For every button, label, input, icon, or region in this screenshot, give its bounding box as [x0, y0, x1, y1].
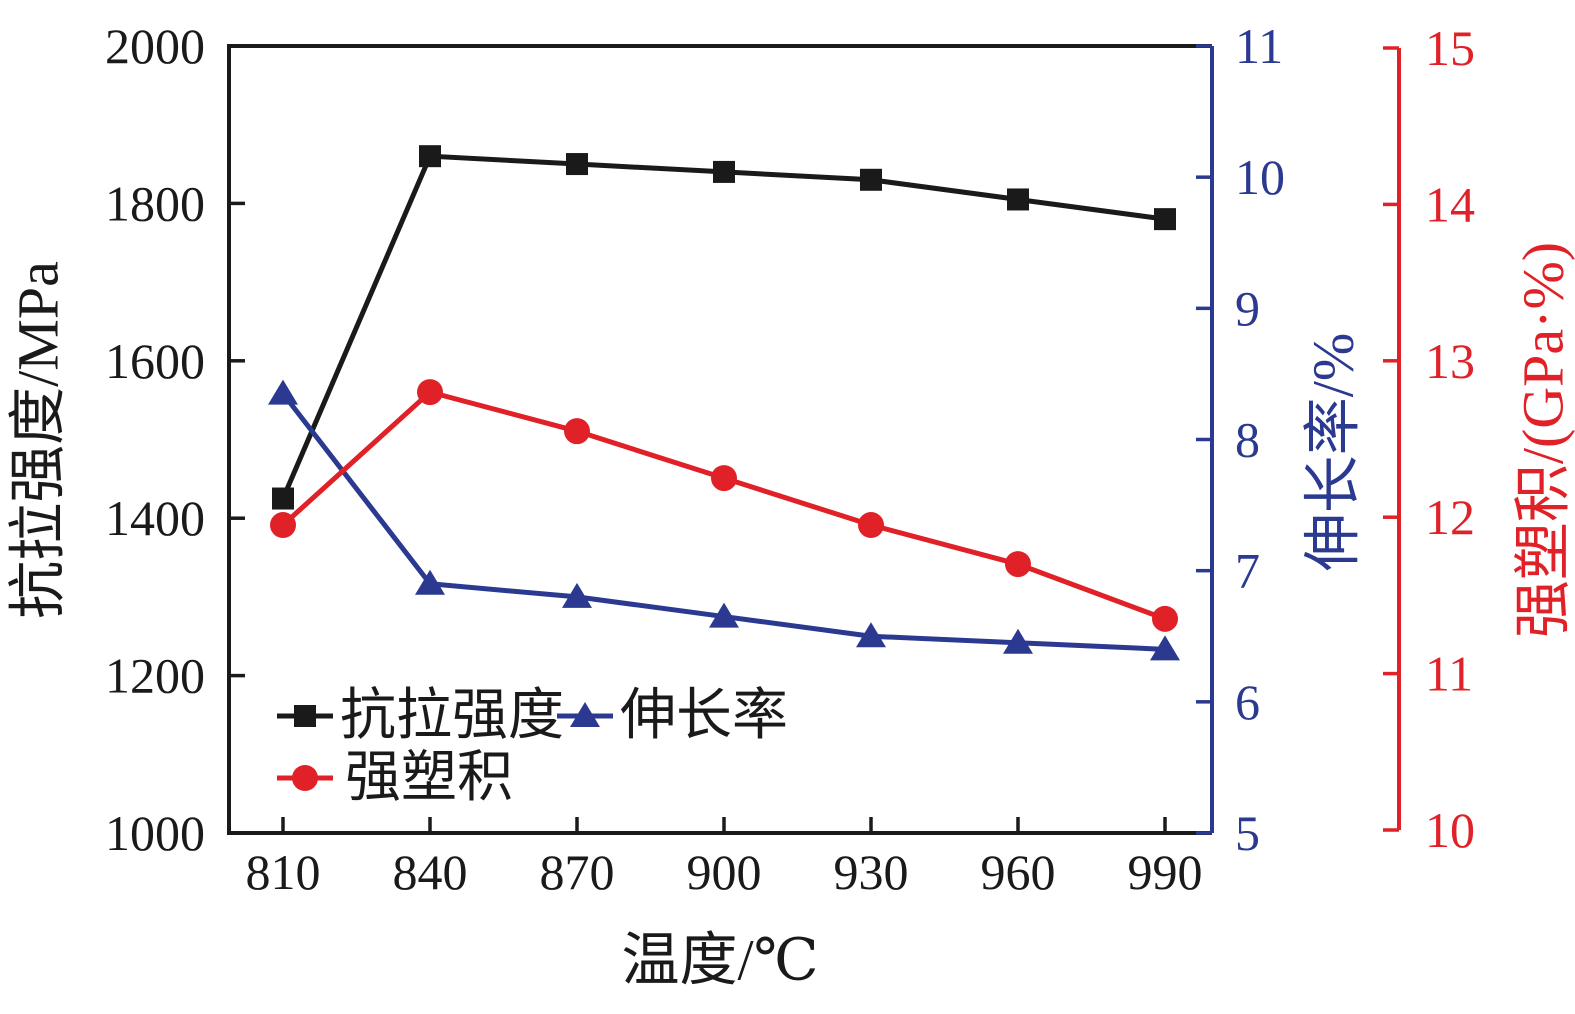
- y-right-outer-tick-label: 10: [1425, 802, 1475, 858]
- y-right-inner-tick-label: 5: [1235, 805, 1260, 861]
- x-tick-label: 900: [687, 844, 762, 900]
- y-left-tick-label: 1600: [105, 333, 205, 389]
- y-right-outer-tick-label: 14: [1425, 176, 1475, 232]
- legend-item-elongation: 伸长率: [557, 685, 788, 747]
- x-tick-label: 870: [540, 844, 615, 900]
- x-tick-label: 990: [1128, 844, 1203, 900]
- legend-label-elongation: 伸长率: [620, 685, 788, 747]
- data-point-circle: [1005, 551, 1031, 578]
- y-right-outer-tick-label: 13: [1425, 333, 1475, 389]
- y-left-tick-label: 1200: [105, 648, 205, 704]
- data-point-square: [272, 487, 294, 510]
- data-point-triangle: [268, 379, 298, 405]
- data-point-triangle: [562, 582, 592, 608]
- y-right-outer-tick-label: 11: [1425, 646, 1473, 702]
- y-right-outer-tick-label: 12: [1425, 489, 1475, 545]
- data-point-triangle: [1150, 635, 1180, 661]
- data-point-circle: [270, 512, 296, 539]
- y-right-inner-tick-label: 7: [1235, 543, 1260, 599]
- y-right-inner-axis-title: 伸长率/%: [1301, 333, 1366, 571]
- y-left-tick-label: 1400: [105, 490, 205, 546]
- x-tick-label: 810: [246, 844, 321, 900]
- data-point-triangle: [1003, 628, 1033, 654]
- data-point-circle: [1152, 605, 1178, 632]
- y-right-inner-tick-label: 6: [1235, 674, 1260, 730]
- y-right-outer-axis-title: 强塑积/(GPa·%): [1511, 242, 1575, 638]
- x-axis-title: 温度/℃: [622, 928, 819, 993]
- data-point-square: [860, 168, 882, 191]
- legend-label-strength-plasticity-product: 强塑积: [345, 747, 513, 809]
- data-point-square: [566, 153, 588, 176]
- y-right-inner-tick-label: 10: [1235, 149, 1285, 205]
- legend-marker-circle-icon: [292, 765, 318, 791]
- series-line-square: [280, 153, 1166, 500]
- y-right-inner-tick-label: 11: [1235, 18, 1283, 74]
- y-left-tick-label: 1800: [105, 175, 205, 231]
- data-point-square: [1007, 188, 1029, 211]
- data-point-circle: [564, 418, 590, 445]
- legend: 抗拉强度 伸长率 强塑积: [277, 685, 788, 809]
- series-line-circle: [281, 389, 1166, 622]
- data-point-square: [713, 160, 735, 183]
- data-point-triangle: [415, 569, 445, 595]
- legend-item-strength-plasticity-product: 强塑积: [277, 747, 513, 809]
- x-tick-label: 960: [981, 844, 1056, 900]
- x-tick-label: 840: [393, 844, 468, 900]
- data-point-square: [419, 145, 441, 168]
- legend-item-tensile-strength: 抗拉强度: [277, 685, 564, 747]
- data-point-circle: [711, 465, 737, 492]
- y-left-tick-label: 2000: [105, 18, 205, 74]
- legend-marker-square-icon: [294, 705, 316, 727]
- y-right-inner-tick-label: 8: [1235, 412, 1260, 468]
- data-point-circle: [417, 379, 443, 406]
- legend-marker-triangle-icon: [570, 702, 600, 727]
- data-point-circle: [858, 512, 884, 539]
- data-point-square: [1154, 208, 1176, 231]
- x-tick-label: 930: [834, 844, 909, 900]
- data-point-triangle: [856, 622, 886, 648]
- y-right-inner-tick-label: 9: [1235, 280, 1260, 336]
- legend-label-tensile-strength: 抗拉强度: [340, 685, 564, 747]
- data-point-triangle: [709, 602, 739, 628]
- y-right-outer-tick-label: 15: [1425, 20, 1475, 76]
- y-left-tick-label: 1000: [105, 805, 205, 861]
- y-left-axis-title: 抗拉强度/MPa: [6, 261, 71, 619]
